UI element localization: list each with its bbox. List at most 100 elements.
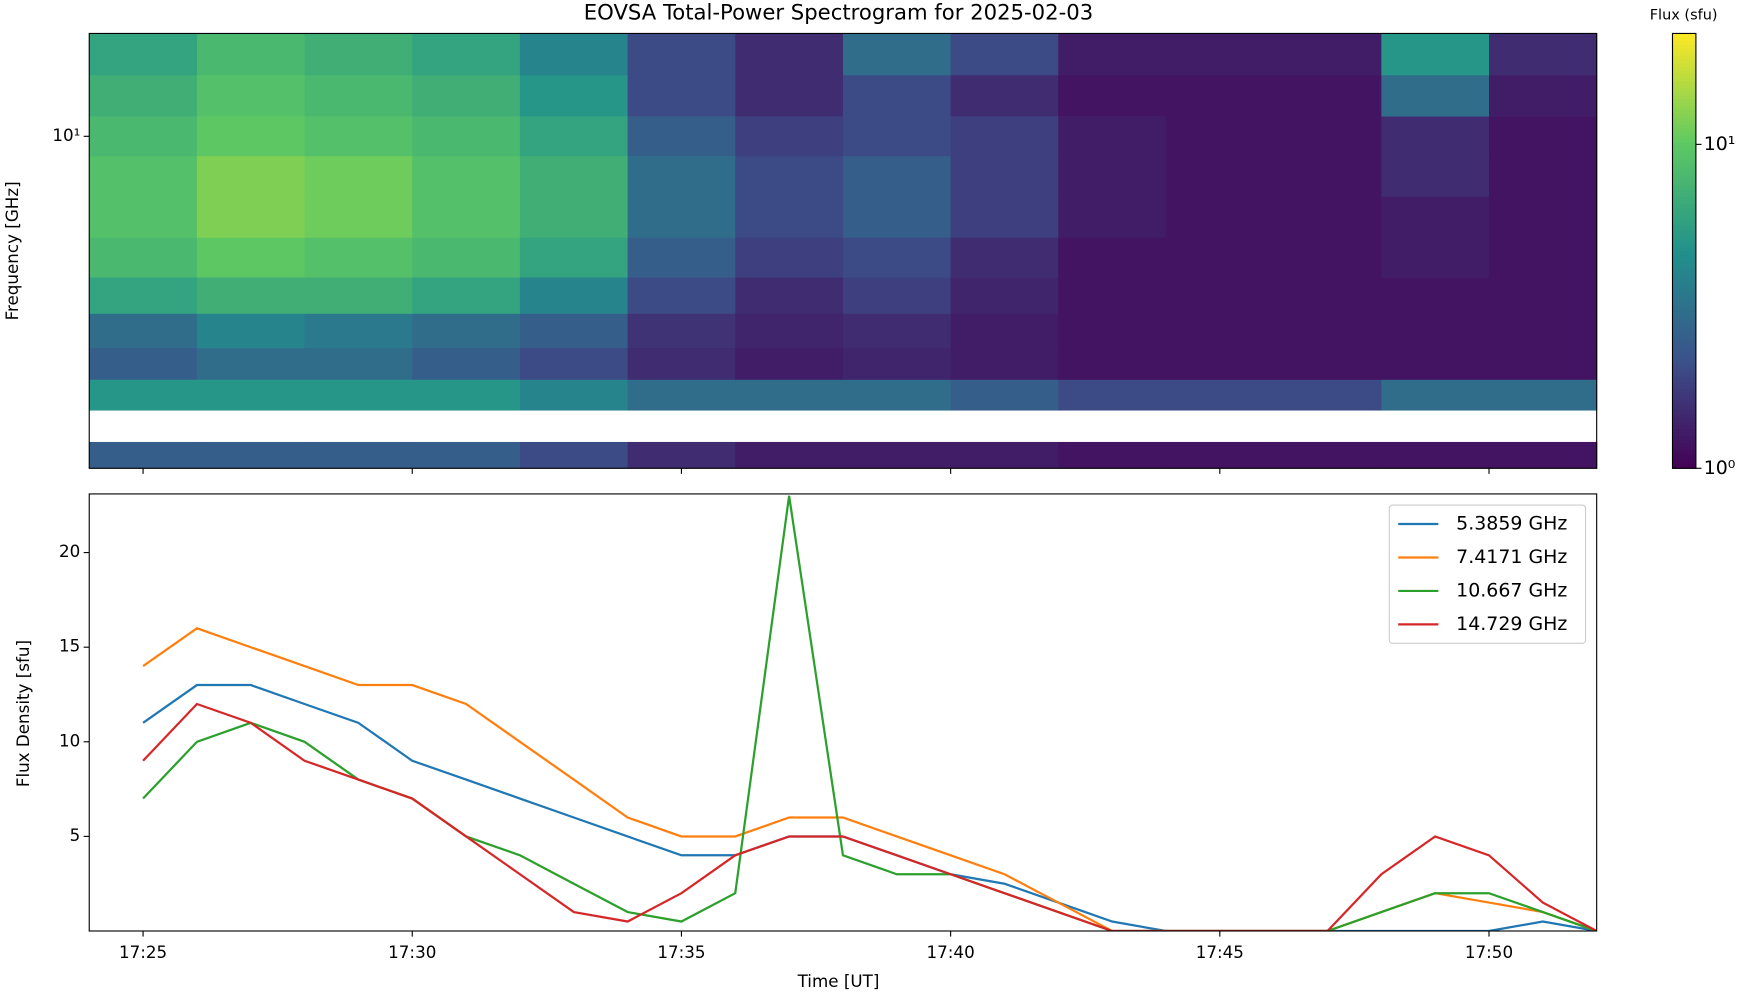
heatmap-cell	[519, 441, 629, 469]
heatmap-cell	[304, 277, 413, 314]
colorbar-step	[1672, 359, 1696, 364]
heatmap-cell	[196, 379, 306, 411]
heatmap-cell	[89, 196, 198, 238]
heatmap-cell	[412, 116, 521, 157]
colorbar-step	[1672, 381, 1696, 386]
heatmap-cell	[196, 277, 306, 314]
colorbar-step	[1672, 435, 1696, 440]
heatmap-cell	[842, 441, 952, 469]
heatmap-cell	[1165, 74, 1275, 117]
legend-label: 14.729 GHz	[1456, 613, 1567, 635]
heatmap-cell	[89, 237, 198, 278]
heatmap-cell	[627, 379, 736, 411]
heatmap-cell	[1058, 379, 1167, 411]
colorbar-step	[1672, 153, 1696, 158]
colorbar-step	[1672, 330, 1696, 335]
colorbar-step	[1672, 200, 1696, 205]
colorbar-step	[1672, 127, 1696, 132]
colorbar-step	[1672, 370, 1696, 375]
heatmap-cell	[304, 441, 413, 469]
colorbar-step	[1672, 149, 1696, 154]
colorbar-step	[1672, 207, 1696, 212]
colorbar-step	[1672, 395, 1696, 400]
heatmap-cell	[627, 33, 736, 76]
colorbar-step	[1672, 124, 1696, 129]
heatmap-cell	[196, 441, 306, 469]
heatmap-cell	[1488, 116, 1598, 157]
heatmap-cell	[627, 155, 736, 197]
heatmap-cell	[1488, 33, 1598, 76]
colorbar-step	[1672, 98, 1696, 103]
heatmap-cell	[627, 277, 736, 314]
heatmap-cell	[842, 277, 952, 314]
heatmap-cell	[1381, 277, 1490, 314]
colorbar-step	[1672, 432, 1696, 437]
x-tick-label: 17:35	[657, 942, 705, 962]
heatmap-cell	[89, 313, 198, 349]
heatmap-cell	[1273, 379, 1382, 411]
heatmap-cell	[1058, 33, 1167, 76]
heatmap-cell	[1058, 196, 1167, 238]
colorbar-step	[1672, 316, 1696, 321]
heatmap-cell	[196, 155, 306, 197]
y-tick-label: 5	[70, 825, 81, 845]
heatmap-cell	[412, 277, 521, 314]
heatmap-cell	[1488, 155, 1598, 197]
colorbar-step	[1672, 279, 1696, 285]
heatmap-cell	[519, 379, 629, 411]
heatmap-cell	[519, 33, 629, 76]
heatmap-cell	[627, 237, 736, 278]
heatmap-cell	[735, 237, 844, 278]
colorbar-step	[1672, 457, 1696, 462]
colorbar-step	[1672, 287, 1696, 292]
colorbar-step	[1672, 76, 1696, 82]
colorbar-step	[1672, 196, 1696, 201]
colorbar-step	[1672, 221, 1696, 227]
heatmap-cell	[304, 33, 413, 76]
colorbar-step	[1672, 421, 1696, 426]
colorbar-step	[1672, 33, 1696, 38]
heatmap-cell	[1381, 313, 1490, 349]
heatmap-cell	[1488, 441, 1598, 469]
heatmap-cell	[1273, 441, 1382, 469]
heatmap-cell	[627, 347, 736, 380]
heatmap-cell	[89, 277, 198, 314]
colorbar-step	[1672, 319, 1696, 324]
heatmap-cell	[304, 347, 413, 380]
heatmap-cell	[1488, 313, 1598, 349]
colorbar-step	[1672, 174, 1696, 179]
heatmap-cell	[89, 347, 198, 380]
heatmap-cell	[627, 441, 736, 469]
heatmap-cell	[842, 347, 952, 380]
heatmap-cell	[1488, 379, 1598, 411]
heatmap-cell	[627, 116, 736, 157]
heatmap-cell	[735, 379, 844, 411]
y-tick-label: 10	[59, 730, 80, 750]
y-tick-label: 20	[59, 541, 80, 561]
heatmap-cell	[1165, 33, 1275, 76]
heatmap-cell	[735, 155, 844, 197]
heatmap-cell	[412, 441, 521, 469]
colorbar-step	[1672, 192, 1696, 198]
colorbar-step	[1672, 366, 1696, 372]
colorbar-step	[1672, 312, 1696, 317]
heatmap-cell	[196, 237, 306, 278]
heatmap-cell	[1273, 277, 1382, 314]
colorbar-step	[1672, 399, 1696, 404]
heatmap-cell	[519, 237, 629, 278]
x-tick-label: 17:40	[927, 942, 975, 962]
heatmap-cell	[735, 441, 844, 469]
colorbar-step	[1672, 47, 1696, 53]
y-axis-label: Flux Density [sfu]	[13, 640, 33, 787]
heatmap-cell	[412, 379, 521, 411]
heatmap-cell	[1058, 74, 1167, 117]
colorbar-step	[1672, 134, 1696, 140]
colorbar-step	[1672, 464, 1696, 469]
heatmap-cell	[1058, 441, 1167, 469]
heatmap-cell	[950, 237, 1059, 278]
colorbar-step	[1672, 247, 1696, 252]
heatmap-cell	[1058, 277, 1167, 314]
x-tick-label: 17:25	[119, 942, 167, 962]
heatmap-cell	[1488, 196, 1598, 238]
heatmap-cell	[304, 379, 413, 411]
